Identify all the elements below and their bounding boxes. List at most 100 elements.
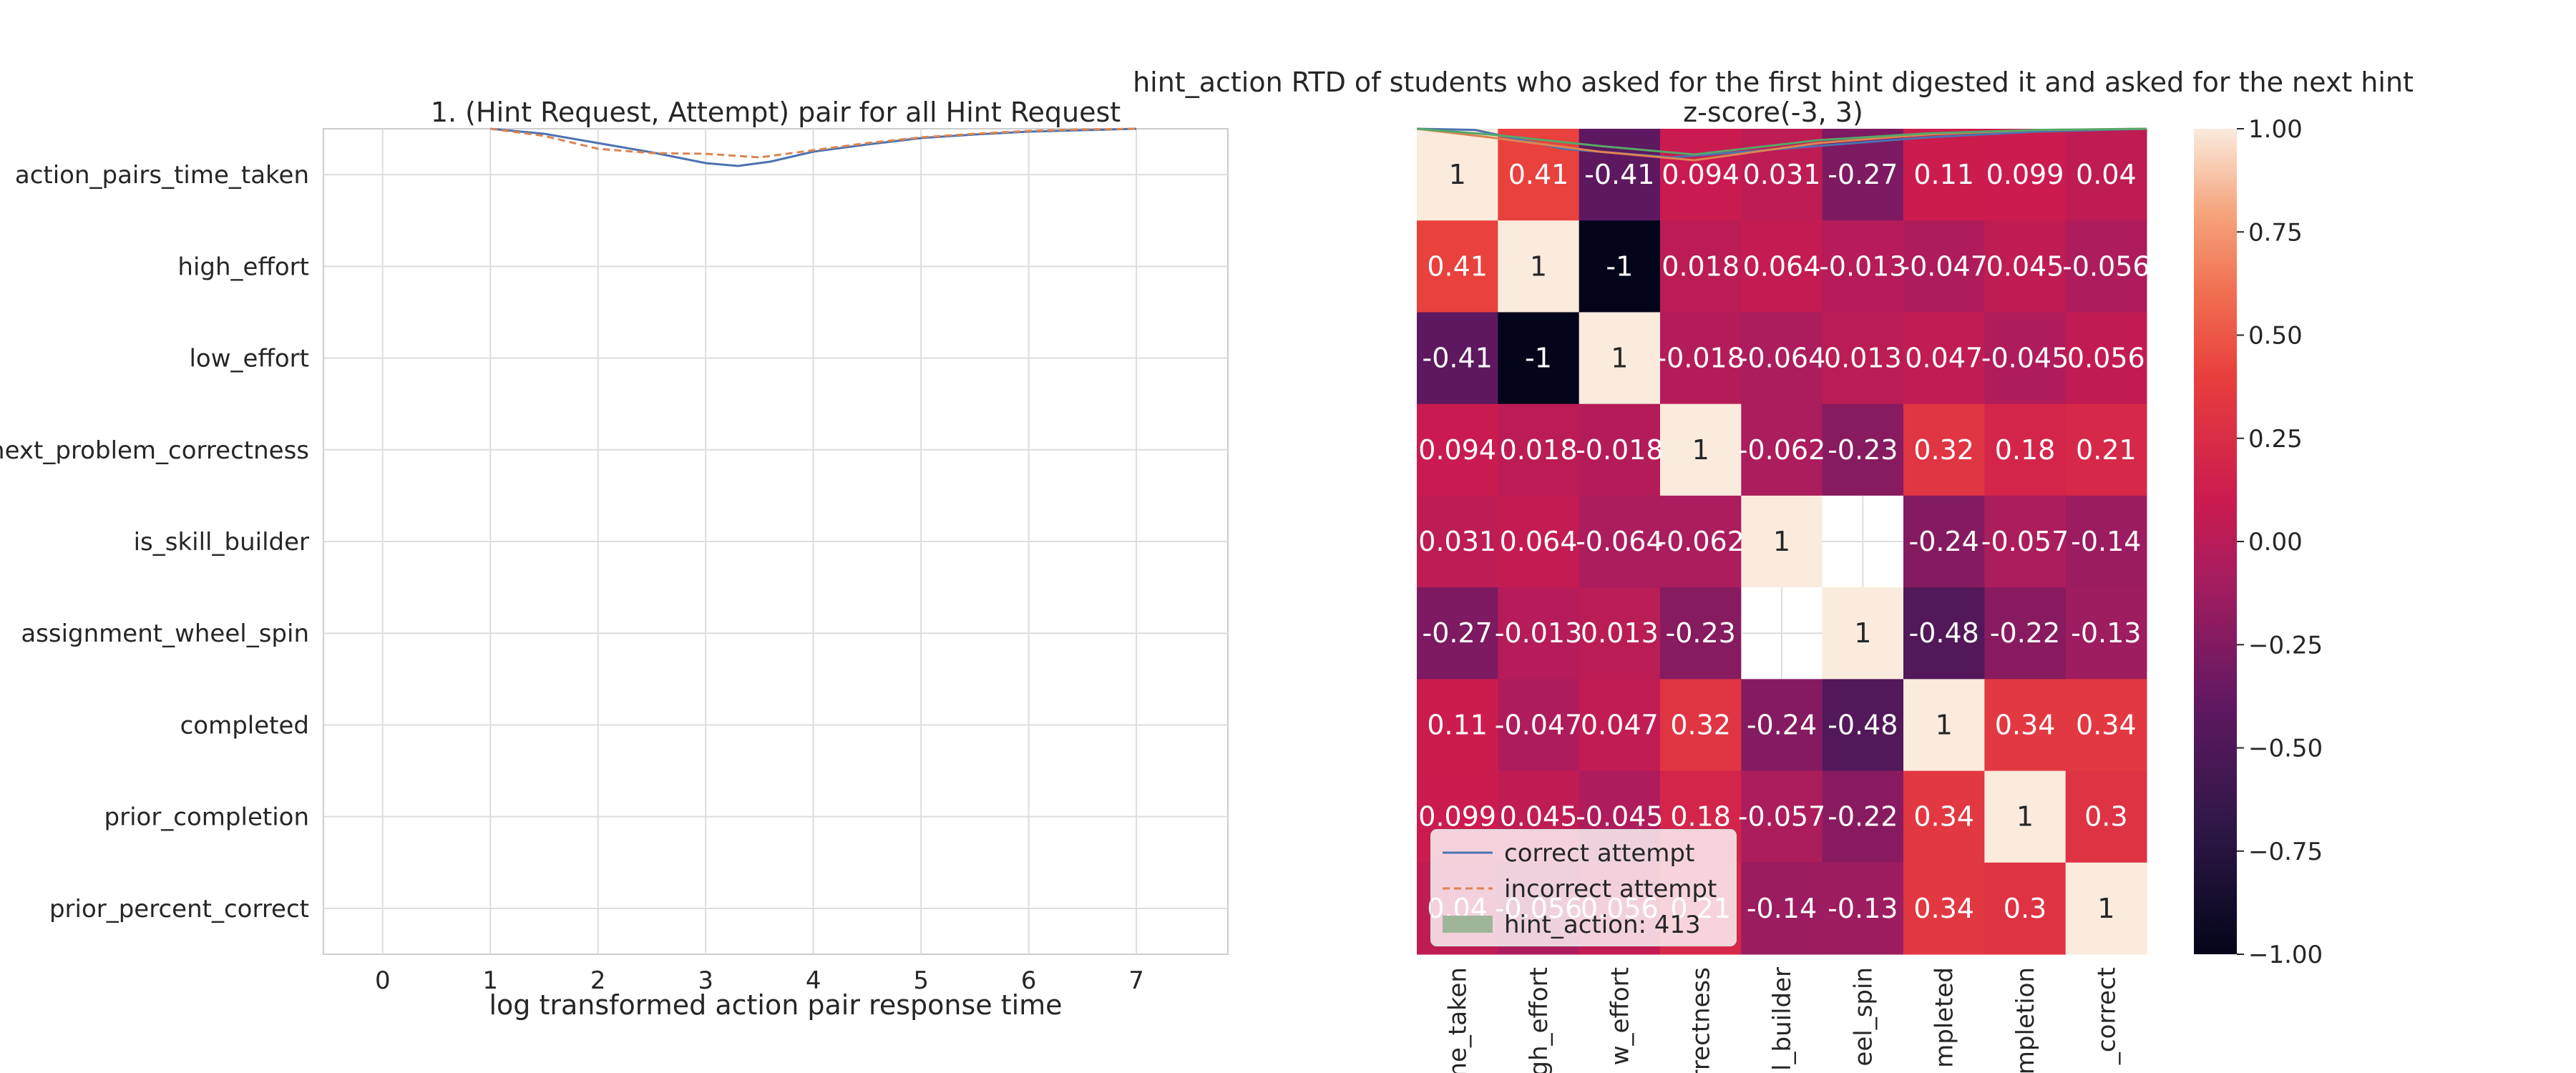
overlay-line-0 (1416, 127, 2147, 159)
heatmap-cell (1903, 862, 1985, 955)
heatmap-cell (1660, 220, 1742, 313)
heatmap-cell (1984, 587, 2067, 680)
left-ridge-chart: action_pairs_time_taken high_effort low_ef… (0, 97, 1229, 1021)
colorbar-tick-label: 0.75 (2248, 218, 2303, 247)
heatmap-cell (1417, 403, 1498, 496)
heatmap-cell (1417, 679, 1498, 772)
heatmap-cell (1741, 403, 1823, 496)
heatmap-cell-label: -0.056 (2062, 250, 2150, 282)
heatmap-cell-label: -0.22 (1990, 617, 2060, 649)
heatmap-cell (1984, 495, 2067, 588)
heatmap-cell-label: 0.047 (1905, 343, 1983, 374)
colorbar-tick-label: 0.50 (2248, 322, 2303, 351)
legend-label: incorrect attempt (1504, 875, 1717, 903)
left-y-tick-labels: action_pairs_time_taken high_effort low_ef… (0, 161, 309, 923)
colorbar-tick-label: 0.00 (2248, 528, 2303, 557)
heatmap-cell (1822, 403, 1904, 496)
heatmap-cell-label: 1 (1854, 617, 1871, 649)
heatmap-overlay-lines (1416, 127, 2147, 162)
heatmap-cell-label: 0.3 (2004, 893, 2046, 924)
heatmap-cell (1741, 770, 1823, 863)
colorbar-gradient (2194, 129, 2237, 954)
colorbar-tick-label: −1.00 (2248, 941, 2323, 969)
heatmap-cell-label: 1 (1611, 343, 1628, 374)
heatmap-cell (1579, 587, 1661, 680)
heatmap-cell-label: 1 (1773, 526, 1790, 557)
left-x-tick-labels: 0 1 2 3 4 5 6 7 (375, 966, 1144, 995)
colorbar-tick-label: 1.00 (2248, 115, 2303, 144)
heatmap-cell-label: 0.11 (1913, 159, 1974, 190)
heatmap-cell (1984, 403, 2067, 496)
heatmap-cell (1984, 129, 2067, 221)
heatmap-cell (1579, 312, 1661, 405)
heatmap-cell (1822, 862, 1904, 955)
heatmap-cell-label: 0.04 (2076, 159, 2137, 190)
heatmap-cell-label: -0.14 (2071, 526, 2141, 557)
heatmap-cell-label: -0.24 (1747, 709, 1817, 740)
heatmap-cell-label: 0.045 (1986, 250, 2064, 282)
y-tick-label: assignment_wheel_spin (21, 619, 309, 648)
heatmap-x-tick-label: gh_effort (1525, 967, 1553, 1073)
heatmap-cell (2065, 129, 2147, 221)
x-tick-label: 6 (1021, 966, 1037, 995)
heatmap-cell (1498, 679, 1580, 772)
heatmap-cell (2065, 679, 2147, 772)
heatmap-cell-label: -0.045 (1981, 343, 2069, 374)
heatmap-cell (1660, 495, 1742, 588)
heatmap-cell (1741, 495, 1823, 588)
heatmap-cell-label: -0.018 (1657, 343, 1745, 374)
heatmap-cell-label: -0.13 (2071, 617, 2141, 649)
heatmap-cell-label: -1 (1525, 343, 1552, 374)
heatmap-cell-label: 1 (1936, 709, 1953, 740)
heatmap-cell (2065, 403, 2147, 496)
heatmap-cell-label: 0.018 (1500, 434, 1578, 466)
heatmap-cell (1417, 312, 1498, 405)
heatmap-cell-label: -0.057 (1738, 801, 1826, 833)
y-tick-label: high_effort (177, 253, 309, 281)
left-x-axis-label: log transformed action pair response tim… (489, 989, 1062, 1021)
right-chart-subtitle: z-score(-3, 3) (1683, 97, 1863, 128)
heatmap-cell (1660, 587, 1742, 680)
heatmap-cell-label: 0.099 (1418, 801, 1496, 833)
heatmap-cell-labels: 1 0.41 -0.41 0.094 0.031 -0.27 0.11 0.099 0.040.… (1418, 159, 2150, 924)
heatmap-cell-label: 1 (2097, 893, 2114, 924)
heatmap-cell-label: -0.23 (1666, 617, 1736, 649)
x-tick-label: 7 (1128, 966, 1144, 995)
heatmap-cell (1903, 403, 1985, 496)
left-chart-title: 1. (Hint Request, Attempt) pair for all … (431, 97, 1121, 128)
heatmap-cell (1903, 220, 1985, 313)
heatmap-cell-label: -0.064 (1576, 526, 1664, 557)
heatmap-cell-label: 0.013 (1824, 343, 1902, 374)
colorbar-tick-label: 0.25 (2248, 425, 2303, 454)
heatmap-cell (1984, 220, 2067, 313)
heatmap-x-tick-label: mpleted (1931, 967, 1959, 1068)
heatmap-cell-label: -0.27 (1828, 159, 1898, 190)
heatmap-cell (1417, 495, 1498, 588)
heatmap-cell-label: 0.056 (2067, 343, 2145, 374)
x-tick-label: 4 (806, 966, 821, 995)
heatmap-cell-label: -0.062 (1738, 434, 1826, 466)
left-density-lines (490, 127, 1137, 167)
heatmap-cell-label: 1 (2016, 801, 2034, 833)
heatmap-cell-label: -1 (1606, 250, 1633, 282)
heatmap-cell (1417, 129, 1498, 221)
heatmap-cell (1741, 312, 1823, 405)
heatmap-x-tick-label: w_effort (1606, 967, 1634, 1065)
heatmap-cell-label: -0.018 (1576, 434, 1664, 466)
heatmap-cell (2065, 495, 2147, 588)
heatmap-cell-label: 0.18 (1995, 434, 2056, 466)
heatmap-cell (1822, 220, 1904, 313)
heatmap-x-tick-label: _correct (2092, 967, 2121, 1065)
legend-label: hint_action: 413 (1504, 911, 1701, 939)
heatmap-cell-label: 0.045 (1500, 801, 1578, 833)
heatmap-cell-label: 0.094 (1418, 434, 1496, 466)
heatmap-cell (2065, 312, 2147, 405)
legend-label: correct attempt (1504, 839, 1694, 868)
heatmap-cell-label: -0.24 (1909, 526, 1979, 557)
y-tick-label: completed (180, 711, 309, 740)
heatmap-cell-label: 0.031 (1743, 159, 1821, 190)
heatmap-cell (1903, 129, 1985, 221)
y-tick-label: prior_percent_correct (49, 895, 309, 923)
heatmap-cell (2065, 220, 2147, 313)
